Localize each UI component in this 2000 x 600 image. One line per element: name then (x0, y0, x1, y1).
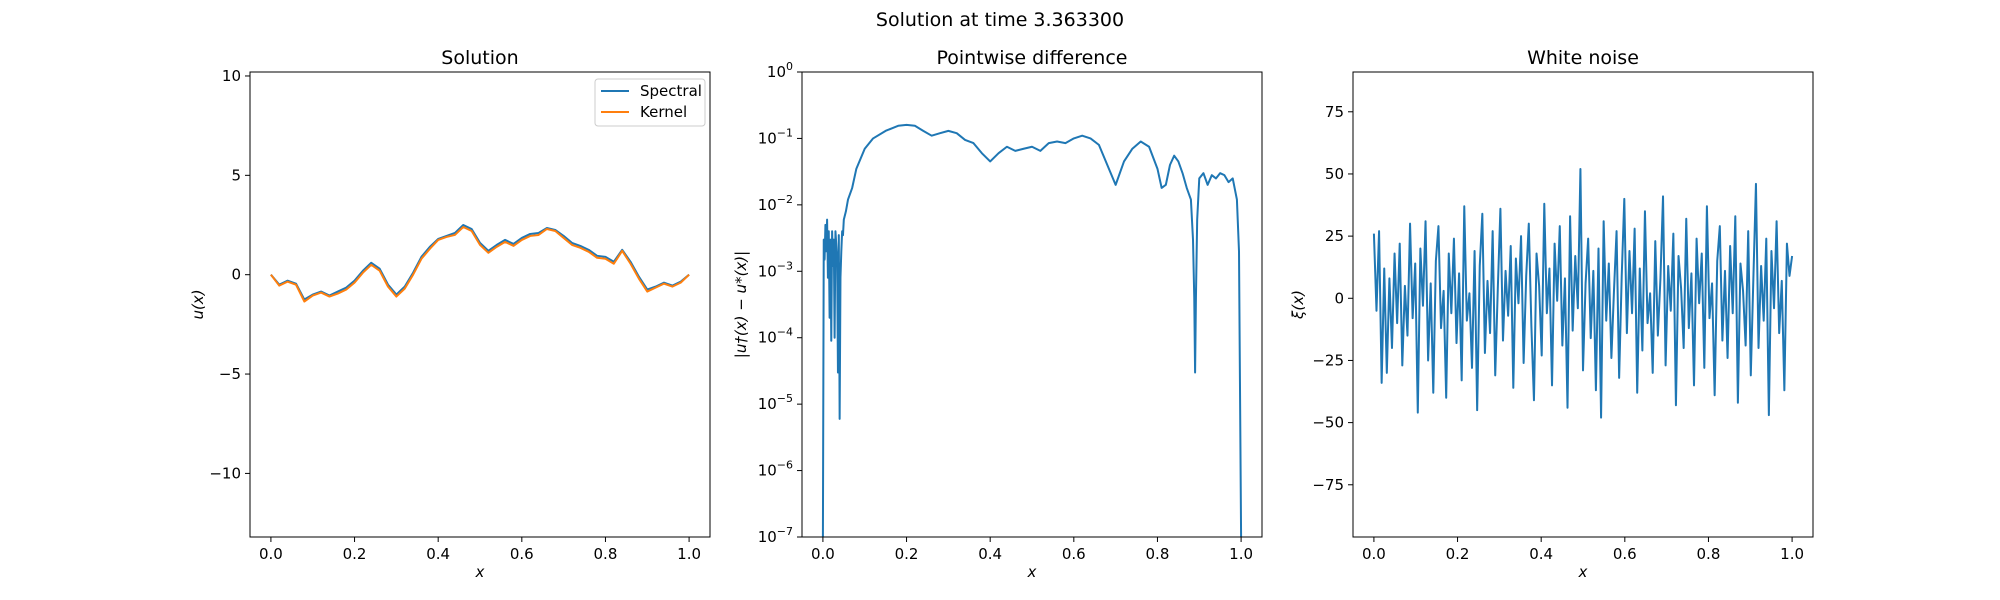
y-tick-label: −5 (219, 365, 241, 383)
solution-ylabel: u(x) (189, 289, 207, 319)
y-tick-label: 10 (222, 67, 241, 85)
x-tick-label: 0.4 (978, 545, 1002, 563)
x-tick-label: 1.0 (1780, 545, 1804, 563)
x-tick-label: 0.2 (895, 545, 919, 563)
x-tick-label: 0.0 (1362, 545, 1386, 563)
y-tick-label: −25 (1312, 351, 1344, 369)
y-tick-label: 25 (1325, 227, 1344, 245)
y-tick-label: 50 (1325, 165, 1344, 183)
y-tick-label: 10−4 (758, 326, 793, 347)
x-tick-label: 0.8 (1146, 545, 1170, 563)
series-line-kernel (270, 226, 690, 303)
y-tick-label: 75 (1325, 103, 1344, 121)
y-tick-label: 0 (1334, 289, 1344, 307)
x-tick-label: 1.0 (1229, 545, 1253, 563)
difference-series-layer (821, 123, 1243, 537)
panel-pointwise-difference: Pointwise difference 0.0 0.2 0.4 0.6 0.8 1.0 … (732, 47, 1263, 581)
x-tick-label: 0.0 (811, 545, 835, 563)
y-tick-label: 10−1 (758, 126, 793, 147)
y-tick-label: 10−6 (758, 459, 793, 480)
solution-axes-frame (249, 71, 711, 538)
noise-xticks: 0.0 0.2 0.4 0.6 0.8 1.0 (1362, 537, 1804, 563)
panel-title-white-noise: White noise (1527, 47, 1639, 69)
solution-yticks: −10 −5 0 5 10 (209, 67, 250, 482)
x-tick-label: 0.6 (1613, 545, 1637, 563)
x-tick-label: 0.6 (1062, 545, 1086, 563)
noise-series-layer (1372, 167, 1794, 419)
y-tick-label: 10−5 (758, 392, 793, 413)
figure-suptitle: Solution at time 3.363300 (876, 9, 1124, 31)
difference-yticks: 10−7 10−6 10−5 10−4 10−3 10−2 10−1 100 (758, 60, 802, 546)
noise-xlabel: x (1578, 563, 1588, 581)
y-tick-label: 5 (231, 166, 241, 184)
x-tick-label: 0.2 (1446, 545, 1470, 563)
y-tick-label: −10 (209, 464, 241, 482)
y-tick-label: 100 (767, 60, 793, 81)
solution-xticks: 0.0 0.2 0.4 0.6 0.8 1.0 (259, 537, 701, 563)
solution-legend: Spectral Kernel (594, 78, 706, 127)
difference-ylabel: |u†(x) − u*(x)| (732, 251, 750, 358)
solution-series-layer (270, 224, 690, 303)
difference-axes-frame (801, 71, 1263, 538)
legend-label-kernel: Kernel (640, 103, 687, 121)
noise-ylabel: ξ(x) (1289, 290, 1307, 320)
y-tick-label: 0 (231, 266, 241, 284)
x-tick-label: 0.4 (426, 545, 450, 563)
series-line-main (1372, 167, 1794, 419)
noise-yticks: −75 −50 −25 0 25 50 75 (1312, 103, 1353, 494)
x-tick-label: 0.2 (343, 545, 367, 563)
x-tick-label: 0.4 (1529, 545, 1553, 563)
y-tick-label: −50 (1312, 414, 1344, 432)
series-line-main (821, 123, 1243, 537)
y-tick-label: −75 (1312, 476, 1344, 494)
x-tick-label: 1.0 (677, 545, 701, 563)
noise-axes-frame (1352, 71, 1814, 538)
y-tick-label: 10−7 (758, 525, 793, 546)
x-tick-label: 0.8 (594, 545, 618, 563)
x-tick-label: 0.0 (259, 545, 283, 563)
difference-xticks: 0.0 0.2 0.4 0.6 0.8 1.0 (811, 537, 1253, 563)
legend-label-spectral: Spectral (640, 82, 702, 100)
y-tick-label: 10−3 (758, 259, 793, 280)
panel-title-solution: Solution (441, 47, 518, 69)
x-tick-label: 0.6 (510, 545, 534, 563)
difference-xlabel: x (1027, 563, 1037, 581)
x-tick-label: 0.8 (1697, 545, 1721, 563)
solution-xlabel: x (475, 563, 485, 581)
y-tick-label: 10−2 (758, 193, 793, 214)
panel-title-pointwise-difference: Pointwise difference (936, 47, 1127, 69)
panel-white-noise: White noise 0.0 0.2 0.4 0.6 0.8 1.0 −75 −50 −25… (1289, 47, 1814, 581)
